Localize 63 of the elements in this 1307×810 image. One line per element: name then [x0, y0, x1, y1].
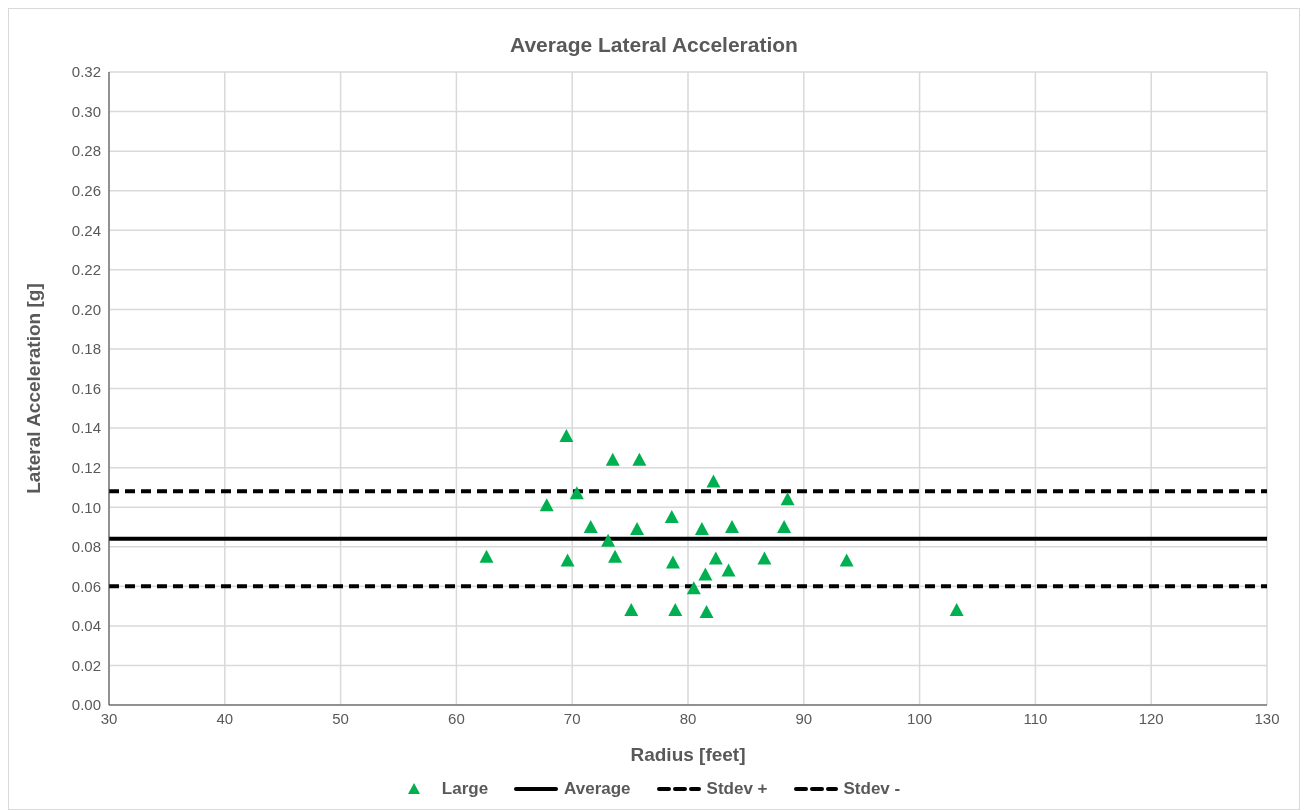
- point: [539, 498, 554, 512]
- point: [698, 567, 713, 581]
- point: [605, 452, 620, 466]
- point: [664, 510, 679, 524]
- point: [721, 563, 736, 577]
- y-tick-label: 0.14: [71, 419, 101, 437]
- point: [694, 521, 709, 535]
- y-tick-label: 0.30: [71, 102, 101, 120]
- y-tick-label: 0.12: [71, 458, 101, 476]
- x-tick-label: 80: [679, 709, 697, 727]
- point: [839, 553, 854, 567]
- x-axis-title: Radius [feet]: [630, 744, 746, 765]
- x-tick-label: 30: [100, 709, 118, 727]
- point: [699, 605, 714, 619]
- y-tick-label: 0.10: [71, 498, 101, 516]
- y-tick-label: 0.02: [71, 656, 101, 674]
- point: [725, 519, 739, 533]
- chart-title: Average Lateral Acceleration: [509, 32, 799, 57]
- y-tick-label: 0.08: [71, 538, 101, 556]
- legend-label: Large: [440, 779, 489, 799]
- point: [559, 428, 574, 442]
- legend-label: Stdev -: [842, 779, 901, 799]
- y-tick-label: 0.28: [71, 142, 101, 160]
- y-tick-label: 0.18: [71, 340, 101, 358]
- y-tick-label: 0.00: [71, 696, 101, 714]
- x-tick-label: 110: [1023, 709, 1048, 727]
- x-tick-label: 70: [563, 709, 581, 727]
- point: [479, 549, 494, 563]
- point: [777, 519, 792, 533]
- x-tick-label: 60: [448, 709, 465, 727]
- point: [608, 549, 623, 563]
- y-tick-label: 0.32: [71, 63, 101, 81]
- y-tick-label: 0.16: [71, 379, 101, 397]
- point: [630, 521, 645, 535]
- point: [632, 452, 647, 466]
- y-axis-title: Lateral Acceleration [g]: [22, 283, 44, 494]
- y-tick-label: 0.04: [71, 617, 101, 635]
- legend-label: Stdev +: [705, 779, 768, 799]
- point: [686, 581, 701, 595]
- point: [560, 553, 575, 567]
- x-tick-label: 130: [1254, 709, 1280, 727]
- y-tick-label: 0.06: [71, 577, 101, 595]
- point: [665, 555, 680, 569]
- x-tick-label: 40: [216, 709, 234, 727]
- point: [780, 492, 795, 506]
- y-tick-label: 0.22: [71, 261, 101, 279]
- point: [624, 603, 639, 617]
- x-tick-label: 50: [332, 709, 349, 727]
- y-tick-label: 0.24: [71, 221, 101, 239]
- legend-label: Average: [563, 779, 631, 799]
- point: [708, 551, 723, 565]
- x-tick-label: 100: [907, 709, 933, 727]
- point: [601, 533, 616, 547]
- y-tick-label: 0.26: [71, 182, 101, 200]
- y-tick-label: 0.20: [71, 300, 101, 318]
- x-tick-label: 120: [1138, 709, 1164, 727]
- point: [757, 551, 772, 565]
- point: [668, 603, 683, 617]
- point: [583, 519, 598, 533]
- point: [949, 603, 964, 617]
- point: [569, 486, 584, 500]
- point: [706, 474, 721, 488]
- x-tick-label: 90: [795, 709, 813, 727]
